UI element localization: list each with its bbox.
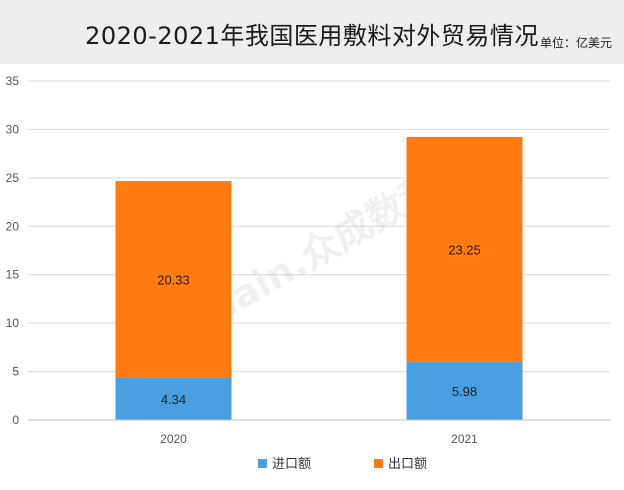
chart-title: 2020-2021年我国医用敷料对外贸易情况 (85, 22, 539, 50)
chart-header: 2020-2021年我国医用敷料对外贸易情况 单位：亿美元 (0, 0, 624, 64)
legend-swatch (374, 459, 383, 468)
data-label: 5.98 (452, 384, 477, 399)
x-tick-label: 2020 (160, 432, 187, 446)
bar-export (406, 136, 523, 363)
y-tick-label: 30 (6, 122, 20, 136)
y-tick-label: 15 (6, 268, 20, 282)
data-label: 20.33 (157, 273, 190, 288)
y-tick-label: 5 (12, 365, 19, 379)
legend-label: 出口额 (388, 457, 427, 472)
bar-export (115, 181, 232, 378)
x-tick-label: 2021 (451, 432, 478, 446)
data-label: 23.25 (448, 242, 481, 257)
y-tick-label: 25 (6, 171, 20, 185)
legend-swatch (258, 459, 267, 468)
y-tick-label: 0 (12, 413, 19, 427)
data-label: 4.34 (161, 392, 186, 407)
bar-import (406, 362, 523, 420)
unit-label: 单位：亿美元 (539, 36, 612, 50)
legend-label: 进口额 (272, 457, 311, 472)
y-tick-label: 20 (6, 219, 20, 233)
y-tick-label: 10 (6, 316, 20, 330)
y-tick-label: 35 (6, 74, 20, 88)
bar-import (115, 377, 232, 420)
